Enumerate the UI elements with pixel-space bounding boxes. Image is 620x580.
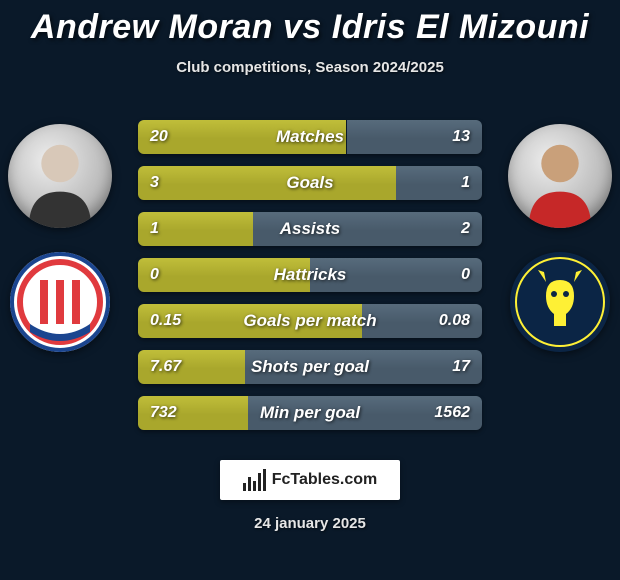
page-title: Andrew Moran vs Idris El Mizouni [0,0,620,47]
bar-fill-left [138,350,245,384]
bar-fill-right [310,258,482,292]
bar-fill-left [138,120,346,154]
right-player-column [508,124,612,352]
stat-bar-row: 0.15Goals per match0.08 [138,304,482,338]
bar-fill-right [253,212,482,246]
person-silhouette-icon [508,124,612,228]
person-silhouette-icon [8,124,112,228]
stoke-city-badge-icon [10,252,110,352]
club-badge-right [510,252,610,352]
bar-fill-right [248,396,482,430]
stat-bar-row: 1Assists2 [138,212,482,246]
bar-fill-left [138,258,310,292]
brand-name: FcTables.com [272,471,378,489]
bar-fill-left [138,396,248,430]
stat-bar-row: 7.67Shots per goal17 [138,350,482,384]
bar-fill-right [245,350,482,384]
bar-fill-left [138,166,396,200]
stat-bar-row: 20Matches13 [138,120,482,154]
player-avatar-left [8,124,112,228]
footer-date: 24 january 2025 [0,515,620,532]
subtitle: Club competitions, Season 2024/2025 [0,59,620,76]
stat-bar-row: 3Goals1 [138,166,482,200]
oxford-united-badge-icon [510,252,610,352]
stat-bar-row: 0Hattricks0 [138,258,482,292]
brand-logo: FcTables.com [220,460,400,500]
stats-bar-chart: 20Matches13 3Goals1 1Assists2 0Hattricks0 0.… [138,120,482,442]
bar-fill-right [362,304,482,338]
club-badge-left [10,252,110,352]
bar-fill-right [347,120,483,154]
bar-fill-left [138,304,362,338]
left-player-column [8,124,112,352]
bar-fill-left [138,212,253,246]
bar-chart-icon [243,469,266,491]
player-avatar-right [508,124,612,228]
stat-bar-row: 732Min per goal1562 [138,396,482,430]
bar-fill-right [396,166,482,200]
